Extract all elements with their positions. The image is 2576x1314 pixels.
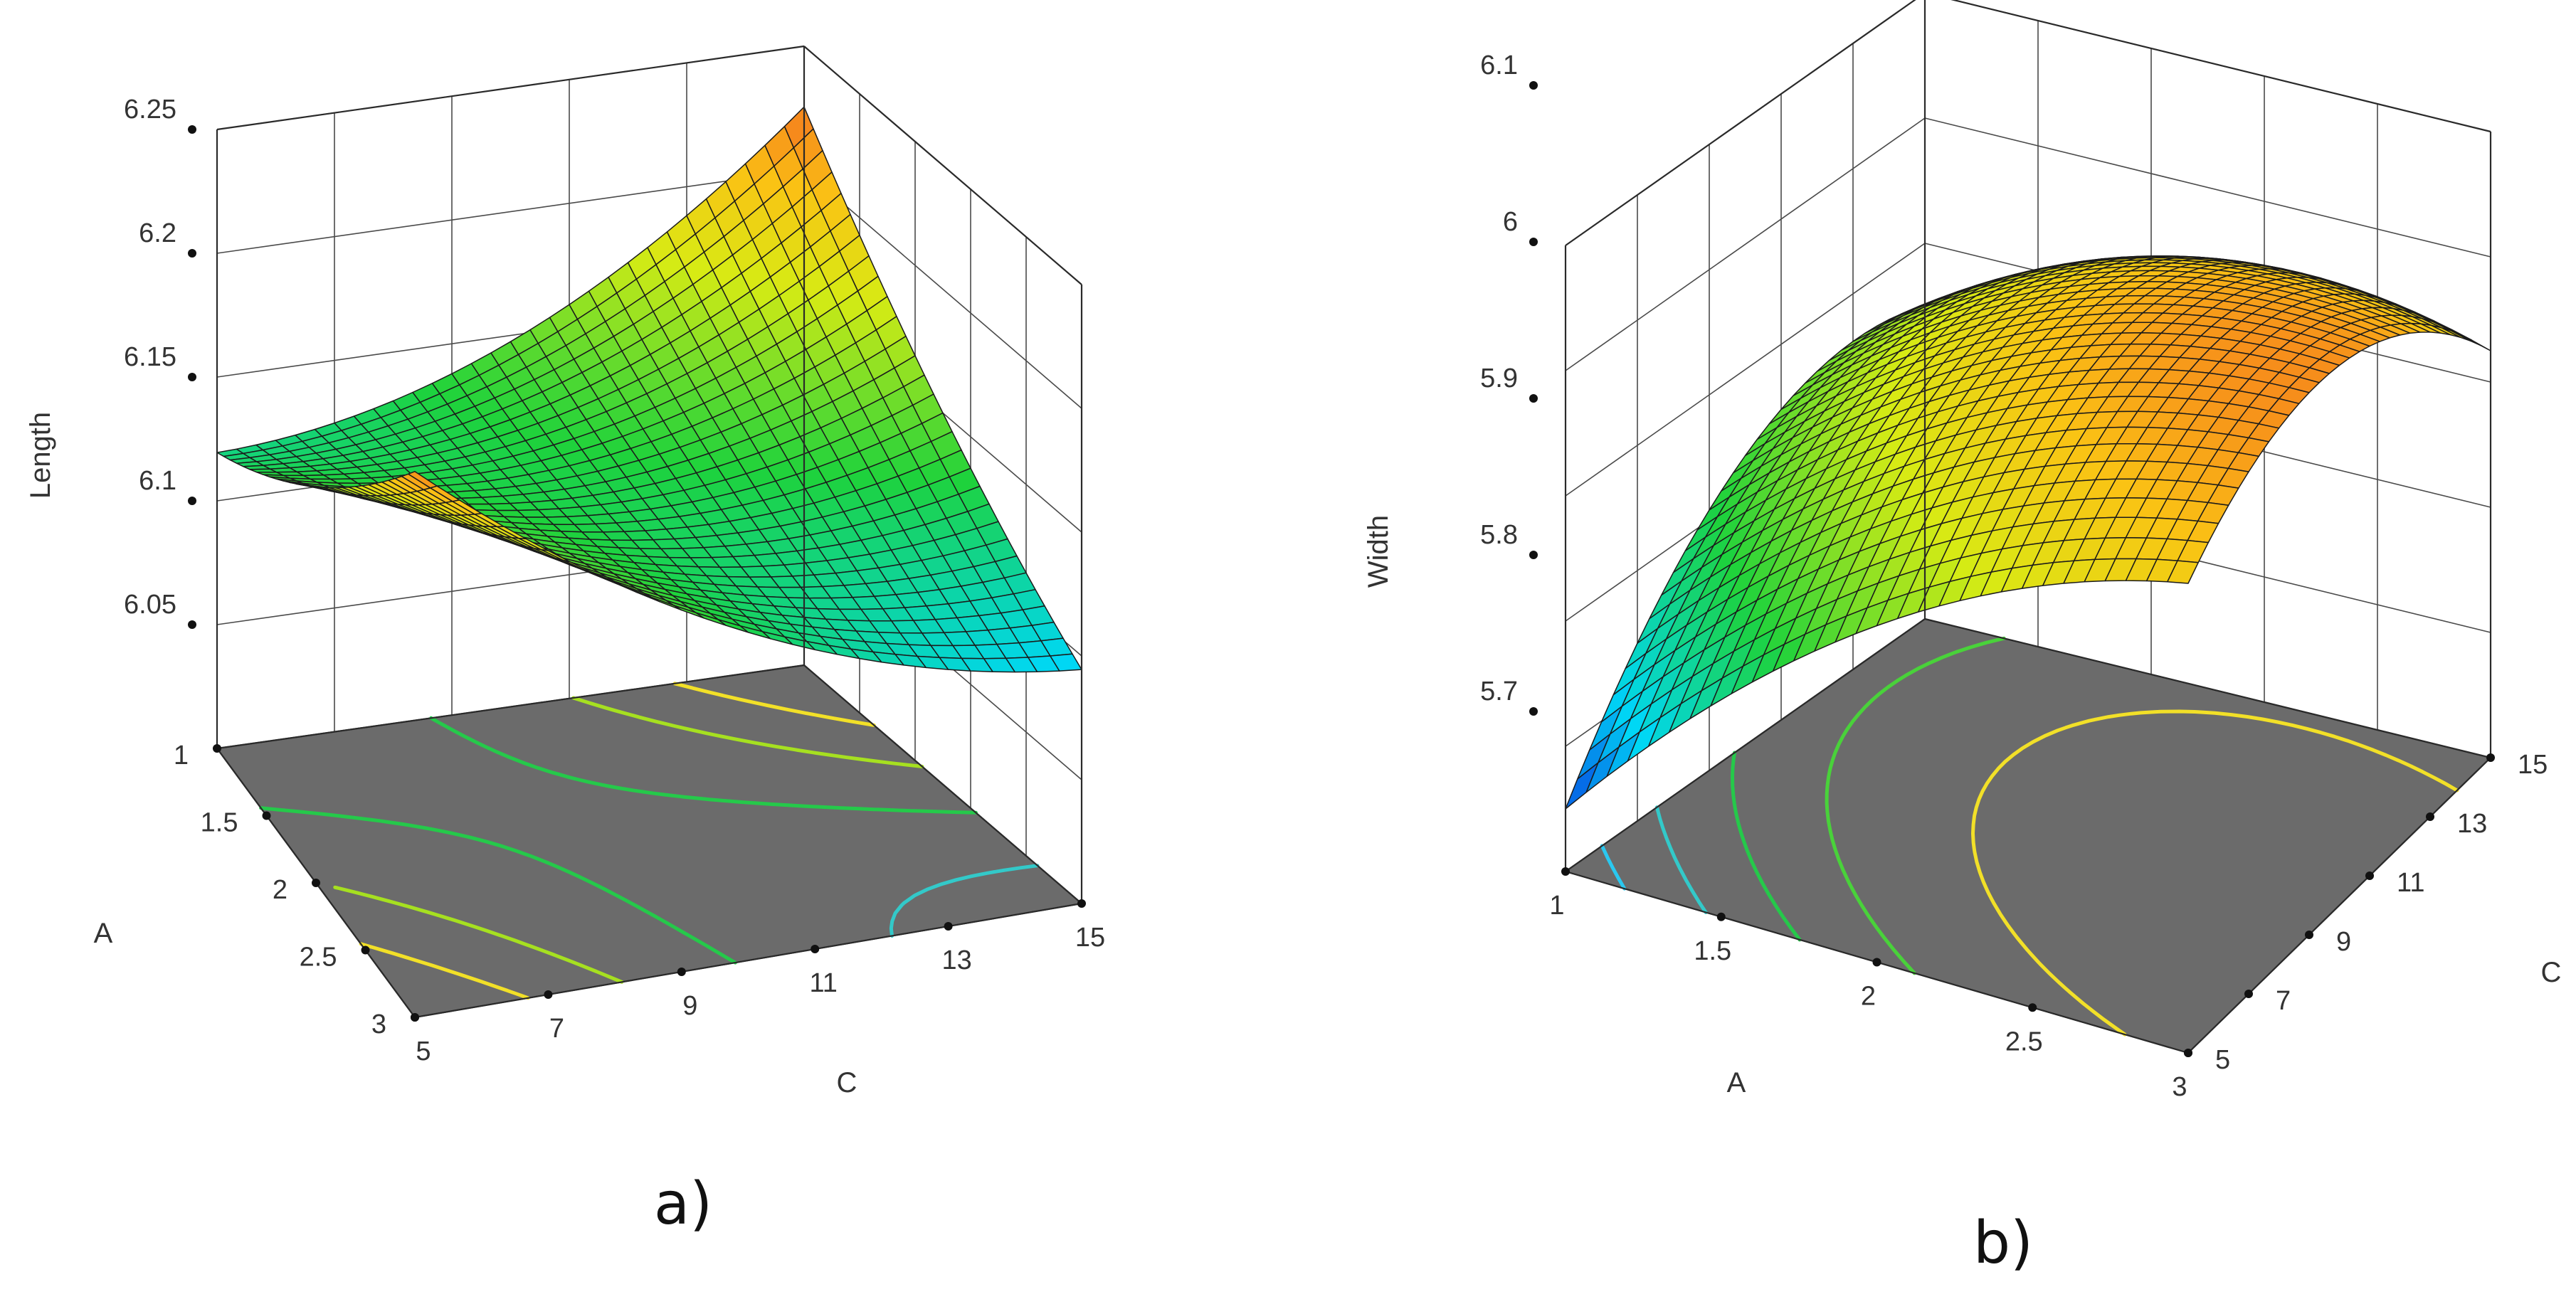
contour-line [359,682,876,1000]
z-axis-title: Width [1363,515,1394,588]
x-tick-label: 1.5 [1694,936,1731,966]
y-tick-label: 13 [941,945,971,975]
panel-caption: a) [654,1170,712,1238]
x-axis-title: A [94,918,113,949]
y-tick-label: 9 [682,991,697,1021]
surface-chart-length: 6.05 6.1 6.15 6.2 6.25 1 1.5 2 2.5 3 5 7 9 11 13 15 Leng… [25,45,1105,1238]
y-tick-label: 13 [2457,809,2487,839]
y-tick-mark [944,922,953,931]
z-tick-label: 6.1 [1480,51,1518,80]
x-tick-mark [1561,867,1570,876]
z-tick-mark [188,125,196,134]
z-tick-mark [1529,238,1538,246]
contour-line [333,696,924,984]
z-tick-label: 6.05 [124,590,176,620]
y-tick-mark [811,945,820,953]
floor-contour [259,716,978,965]
y-tick-mark [2365,871,2374,880]
x-tick-mark [213,744,221,753]
z-tick-mark [188,373,196,381]
x-tick-mark [262,811,271,820]
y-tick-mark [2426,812,2434,821]
y-tick-label: 9 [2336,927,2351,957]
z-tick-mark [1529,551,1538,559]
z-tick-mark [188,620,196,629]
x-axis-title: A [1727,1067,1746,1098]
z-tick-label: 6 [1503,207,1518,237]
y-tick-label: 5 [416,1037,431,1066]
contour-line [1825,636,2006,975]
x-tick-label: 2.5 [300,943,337,973]
y-tick-mark [2244,990,2253,998]
z-tick-label: 6.2 [139,218,176,248]
y-tick-label: 11 [2397,868,2424,898]
x-tick-label: 1 [174,741,189,770]
x-tick-mark [2028,1003,2037,1012]
x-tick-mark [1872,958,1881,967]
z-tick-label: 6.1 [139,466,176,496]
floor-contour [1655,805,1708,914]
y-tick-label: 7 [2276,986,2291,1016]
floor-contour [359,682,876,1000]
y-tick-mark [2486,753,2495,762]
x-tick-label: 1.5 [201,808,238,838]
y-tick-mark [2305,931,2313,939]
floor-contour [1731,751,1802,942]
x-tick-label: 1 [1549,891,1564,921]
floor-contour [889,864,1040,938]
floor-contour [1971,709,2459,1037]
contour-line [1655,805,1708,914]
floor-contour [333,696,924,984]
z-tick-mark [1529,707,1538,716]
x-tick-label: 3 [2172,1072,2187,1102]
contour-line [1731,751,1802,942]
z-tick-mark [1529,394,1538,403]
z-tick-mark [188,497,196,505]
x-tick-mark [1716,912,1726,921]
y-tick-label: 11 [809,968,837,998]
y-tick-mark [411,1013,419,1022]
x-tick-mark [361,945,370,955]
y-axis-title: C [837,1067,857,1098]
surface-chart-width: 5.7 5.8 5.9 6 6.1 1 1.5 2 2.5 35 7 9 11 13 15 Width A Cb) [1363,0,2561,1277]
y-tick-mark [1077,899,1086,908]
x-tick-label: 2 [1861,982,1876,1012]
y-tick-mark [2184,1049,2192,1057]
z-tick-mark [188,249,196,258]
z-tick-label: 6.15 [124,342,176,372]
contour-line [1971,709,2459,1037]
x-tick-label: 2 [273,875,287,905]
x-tick-label: 2.5 [2005,1027,2043,1056]
y-tick-mark [544,990,553,999]
y-tick-label: 7 [549,1014,564,1044]
y-tick-label: 5 [2215,1045,2230,1075]
x-tick-mark [312,879,320,887]
z-tick-label: 5.9 [1480,364,1518,393]
floor-contour [1825,636,2006,975]
z-tick-label: 5.7 [1480,677,1518,706]
panel-caption: b) [1973,1209,2033,1277]
y-axis-title: C [2541,957,2562,988]
y-tick-mark [677,968,686,976]
z-tick-label: 6.25 [124,95,176,124]
y-tick-label: 15 [2518,750,2548,780]
contour-line [889,864,1040,938]
z-axis-title: Length [25,412,56,499]
contour-line [259,716,978,965]
x-tick-label: 3 [371,1010,386,1039]
z-tick-mark [1529,81,1538,90]
z-tick-label: 5.8 [1480,520,1518,550]
surface-patch [2167,560,2199,584]
y-tick-label: 15 [1075,923,1105,953]
